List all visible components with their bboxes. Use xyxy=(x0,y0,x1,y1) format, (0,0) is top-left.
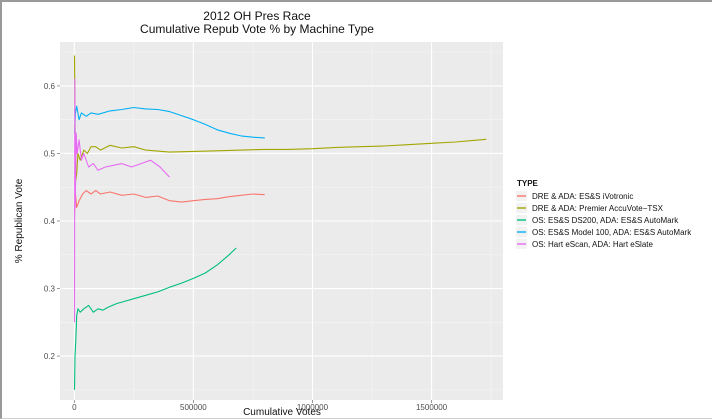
legend-label: OS: Hart eScan, ADA: Hart eSlate xyxy=(532,240,653,249)
x-tick-label: 1500000 xyxy=(416,403,448,412)
legend-label: DRE & ADA: Premier AccuVote−TSX xyxy=(532,204,664,213)
legend: TYPE DRE & ADA: ES&S iVotronic DRE & ADA:… xyxy=(516,179,692,249)
y-axis-ticks: 0.2 0.3 0.4 0.5 0.6 xyxy=(44,82,60,361)
y-tick-label: 0.6 xyxy=(44,82,56,91)
x-axis-ticks: 0 500000 1000000 1500000 xyxy=(72,400,448,412)
y-tick-label: 0.3 xyxy=(44,285,56,294)
legend-label: OS: ES&S DS200, ADA: ES&S AutoMark xyxy=(532,216,679,225)
y-axis-title: % Republican Vote xyxy=(14,178,25,263)
legend-label: OS: ES&S Model 100, ADA: ES&S AutoMark xyxy=(532,228,692,237)
legend-title: TYPE xyxy=(517,179,539,188)
series-line-4 xyxy=(73,105,265,139)
x-axis-title: Cumulative Votes xyxy=(243,407,321,418)
series-line-2 xyxy=(73,55,487,182)
y-tick-label: 0.4 xyxy=(44,217,56,226)
y-tick-label: 0.2 xyxy=(44,352,56,361)
x-tick-label: 1000000 xyxy=(297,403,329,412)
series-lines xyxy=(73,55,487,390)
chart-title: 2012 OH Pres Race xyxy=(203,9,311,23)
y-tick-label: 0.5 xyxy=(44,149,56,158)
series-line-3 xyxy=(73,247,237,390)
series-line-5 xyxy=(73,78,170,323)
x-tick-label: 500000 xyxy=(180,403,207,412)
x-tick-label: 0 xyxy=(72,403,77,412)
series-line-1 xyxy=(73,190,265,215)
legend-label: DRE & ADA: ES&S iVotronic xyxy=(532,192,633,201)
chart-subtitle: Cumulative Repub Vote % by Machine Type xyxy=(140,22,374,36)
